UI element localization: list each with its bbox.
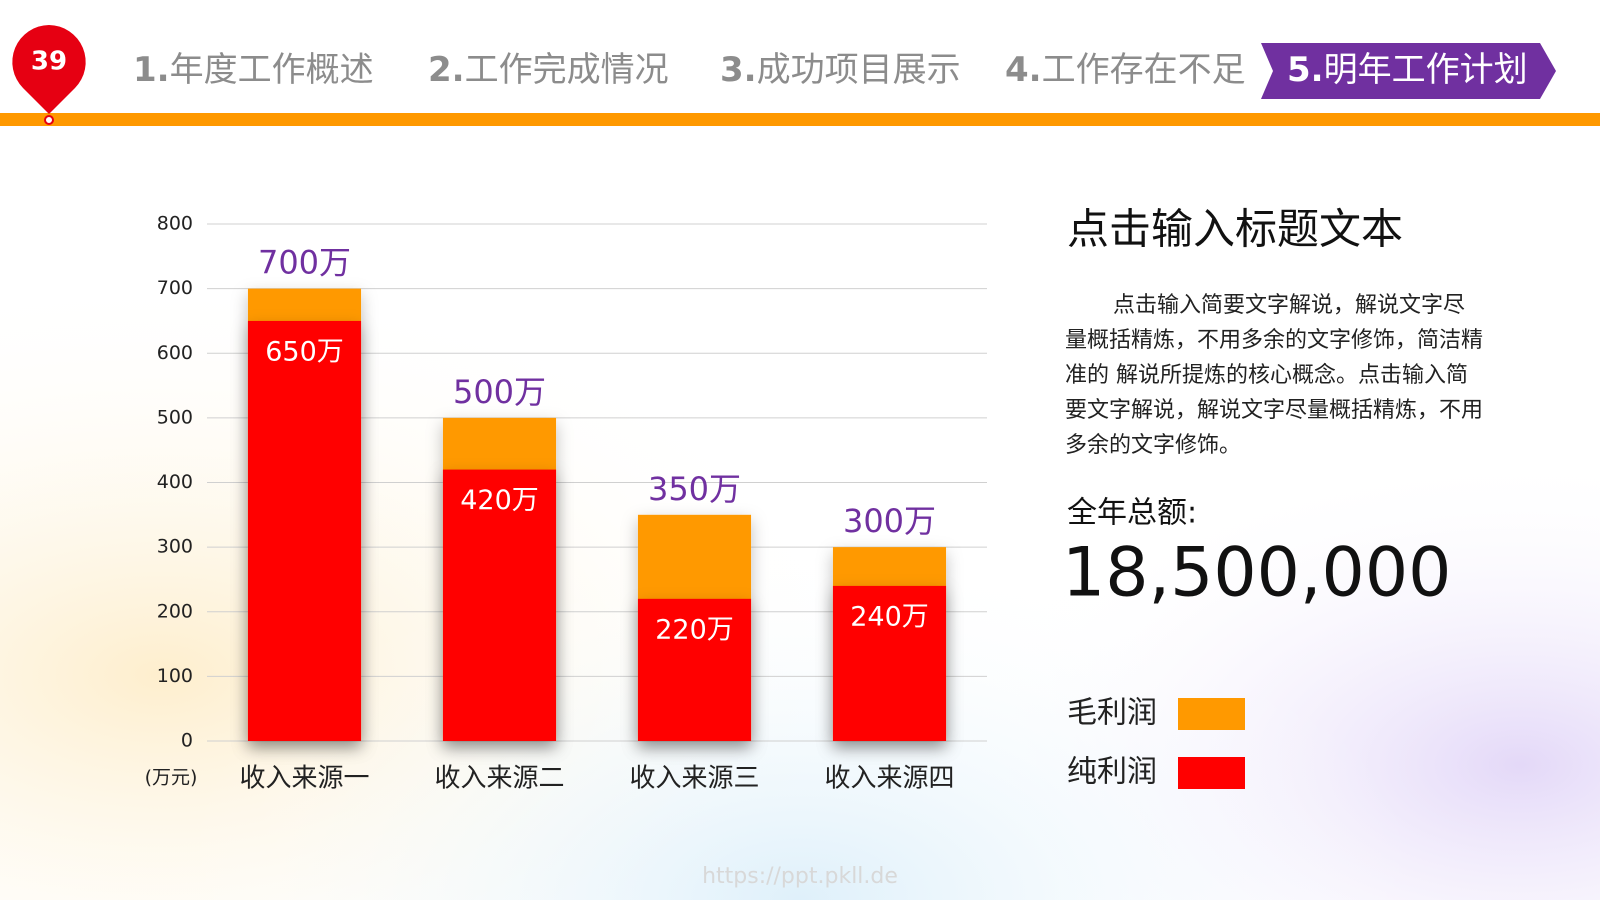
value-label: 220万: [655, 614, 734, 645]
x-tick-label: 收入来源一: [239, 764, 369, 794]
total-value: 18,500,000: [1062, 534, 1451, 613]
nav-active-bg: [1261, 43, 1556, 99]
nav-item: 4.工作存在不足: [1005, 50, 1246, 90]
nav-text: 工作存在不足: [1042, 50, 1246, 90]
y-tick-label: 600: [157, 342, 193, 364]
legend-label: 毛利润: [1067, 696, 1157, 731]
bar: [442, 469, 557, 741]
nav-num: 3.: [720, 50, 757, 90]
nav-item: 5.明年工作计划: [1287, 50, 1528, 90]
side-title: 点击输入标题文本: [1067, 205, 1403, 254]
x-tick-label: 收入来源四: [824, 764, 954, 794]
bar: [832, 585, 947, 741]
y-tick-label: 700: [157, 277, 193, 299]
y-tick-label: 500: [157, 406, 193, 428]
badge-pin: [12, 25, 86, 114]
bar: [637, 598, 752, 741]
x-tick-label: 收入来源三: [629, 764, 759, 794]
value-label: 700万: [258, 244, 351, 282]
nav-text: 年度工作概述: [170, 50, 374, 90]
value-label: 420万: [460, 485, 539, 516]
bar: [247, 320, 362, 741]
nav-num: 5.: [1287, 50, 1324, 90]
badge-dot: [44, 115, 54, 125]
nav-item: 3.成功项目展示: [720, 50, 961, 90]
value-label: 240万: [850, 601, 929, 632]
value-label: 500万: [453, 373, 546, 411]
legend-swatch: [1178, 698, 1245, 730]
unit-label: (万元): [145, 767, 198, 789]
nav-item: 2.工作完成情况: [428, 50, 669, 90]
y-tick-label: 100: [157, 665, 193, 687]
side-paragraph: 点击输入简要文字解说，解说文字尽量概括精炼，不用多余的文字修饰，简洁精准的 解说…: [1065, 293, 1484, 458]
y-tick-label: 300: [157, 536, 193, 558]
legend-swatch: [1178, 757, 1245, 789]
header-bar: [0, 113, 1600, 126]
badge-number: 39: [31, 47, 67, 77]
nav-num: 1.: [133, 50, 170, 90]
nav: 1.年度工作概述 2.工作完成情况 3.成功项目展示 4.工作存在不足 5.明年工作计划: [133, 43, 1556, 99]
nav-num: 2.: [428, 50, 465, 90]
value-label: 300万: [843, 502, 936, 540]
value-label: 350万: [648, 470, 741, 508]
legend-label: 纯利润: [1067, 755, 1157, 790]
y-tick-label: 800: [157, 213, 193, 235]
total-label: 全年总额:: [1067, 496, 1197, 531]
value-label: 650万: [265, 336, 344, 367]
nav-text: 明年工作计划: [1324, 50, 1528, 90]
y-tick-label: 0: [181, 730, 193, 752]
y-tick-label: 400: [157, 471, 193, 493]
x-tick-label: 收入来源二: [434, 764, 564, 794]
nav-num: 4.: [1005, 50, 1042, 90]
nav-item: 1.年度工作概述: [133, 50, 374, 90]
nav-text: 工作完成情况: [465, 50, 669, 90]
watermark: https://ppt.pkll.de: [702, 864, 898, 889]
y-tick-label: 200: [157, 600, 193, 622]
nav-text: 成功项目展示: [757, 50, 961, 90]
